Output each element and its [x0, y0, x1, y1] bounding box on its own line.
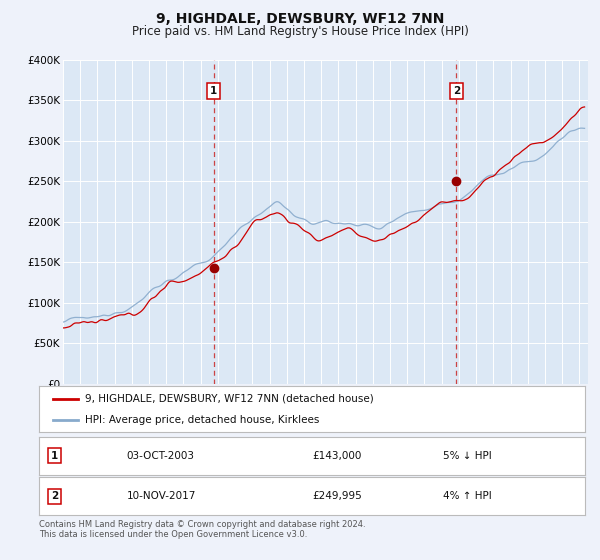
Text: 1: 1 — [210, 86, 217, 96]
Text: £249,995: £249,995 — [312, 491, 362, 501]
Text: 9, HIGHDALE, DEWSBURY, WF12 7NN (detached house): 9, HIGHDALE, DEWSBURY, WF12 7NN (detache… — [85, 394, 374, 404]
Text: 03-OCT-2003: 03-OCT-2003 — [127, 451, 194, 461]
Text: 5% ↓ HPI: 5% ↓ HPI — [443, 451, 492, 461]
Text: 4% ↑ HPI: 4% ↑ HPI — [443, 491, 492, 501]
Text: 2: 2 — [453, 86, 460, 96]
Text: 1: 1 — [50, 451, 58, 461]
Text: HPI: Average price, detached house, Kirklees: HPI: Average price, detached house, Kirk… — [85, 415, 320, 425]
Text: Contains HM Land Registry data © Crown copyright and database right 2024.
This d: Contains HM Land Registry data © Crown c… — [39, 520, 365, 539]
Text: 2: 2 — [50, 491, 58, 501]
Text: Price paid vs. HM Land Registry's House Price Index (HPI): Price paid vs. HM Land Registry's House … — [131, 25, 469, 38]
Text: 10-NOV-2017: 10-NOV-2017 — [127, 491, 196, 501]
Text: 9, HIGHDALE, DEWSBURY, WF12 7NN: 9, HIGHDALE, DEWSBURY, WF12 7NN — [156, 12, 444, 26]
Text: £143,000: £143,000 — [312, 451, 361, 461]
